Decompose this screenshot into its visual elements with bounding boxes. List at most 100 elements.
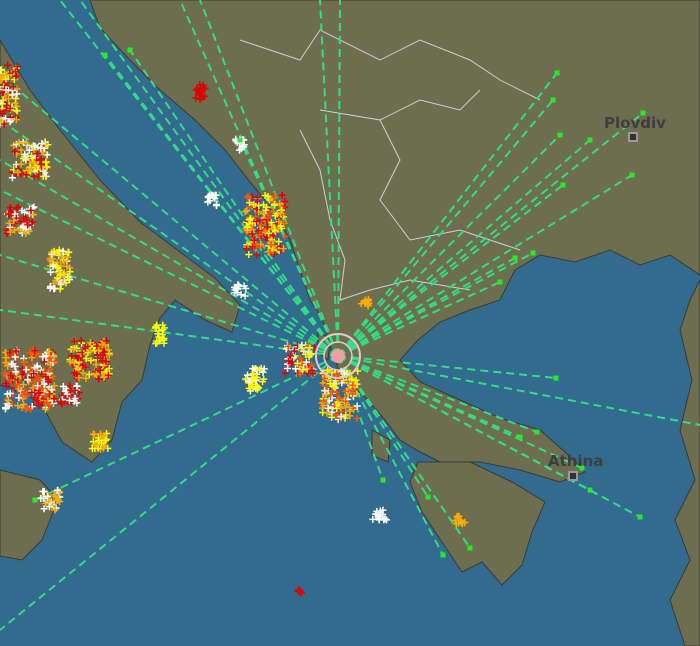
station-square-icon[interactable] (629, 172, 635, 178)
station-square-icon[interactable] (550, 97, 556, 103)
station-square-icon[interactable] (380, 477, 386, 483)
lightning-cross-icon (268, 208, 276, 216)
lightning-cross-icon (87, 339, 95, 347)
lightning-cross-icon (98, 341, 106, 349)
lightning-cross-icon (70, 345, 78, 353)
station-square-icon[interactable] (425, 494, 431, 500)
lightning-cross-icon (95, 375, 103, 383)
lightning-cross-icon (290, 347, 298, 355)
lightning-cross-icon (0, 120, 8, 128)
lightning-cross-icon (12, 116, 20, 124)
station-square-icon[interactable] (127, 47, 133, 53)
lightning-cross-icon (266, 249, 274, 257)
lightning-cross-icon (30, 159, 38, 167)
lightning-cross-icon (205, 192, 213, 200)
lightning-cross-icon (38, 370, 46, 378)
lightning-cross-icon (102, 357, 110, 365)
lightning-cross-icon (160, 339, 168, 347)
lightning-cross-icon (56, 285, 64, 293)
lightning-cross-icon (247, 214, 255, 222)
lightning-cross-icon (24, 376, 32, 384)
station-square-icon[interactable] (497, 279, 503, 285)
lightning-cross-icon (6, 118, 14, 126)
lightning-cross-icon (31, 378, 39, 386)
station-square-icon[interactable] (587, 137, 593, 143)
station-square-icon[interactable] (530, 250, 536, 256)
lightning-cross-icon (16, 217, 24, 225)
lightning-cross-icon (333, 370, 341, 378)
lightning-cross-icon (57, 398, 65, 406)
lightning-cross-icon (68, 352, 76, 360)
lightning-cross-icon (305, 353, 313, 361)
lightning-cross-icon (87, 357, 95, 365)
kefalonia-island (371, 429, 391, 463)
lightning-cross-icon (243, 207, 251, 215)
lightning-cross-icon (254, 193, 262, 201)
station-square-icon[interactable] (637, 514, 643, 520)
station-square-icon[interactable] (554, 70, 560, 76)
lightning-cross-icon (36, 401, 44, 409)
lightning-cross-icon (33, 166, 41, 174)
station-line (337, 355, 557, 379)
station-square-icon[interactable] (579, 465, 585, 471)
lightning-cross-icon (252, 241, 260, 249)
station-square-icon[interactable] (512, 255, 518, 261)
lightning-cross-icon (324, 404, 332, 412)
lightning-cross-icon (14, 168, 22, 176)
lightning-cross-icon (66, 382, 74, 390)
lightning-cross-icon (246, 199, 254, 207)
lightning-cross-icon (13, 90, 21, 98)
lightning-cross-icon (65, 248, 73, 256)
lightning-cross-icon (335, 394, 343, 402)
lightning-cross-icon (0, 80, 3, 83)
lightning-cross-icon (25, 228, 33, 236)
lightning-cross-icon (28, 388, 36, 396)
lightning-cross-icon (293, 359, 301, 367)
city-label-plovdiv: Plovdiv (604, 114, 666, 132)
lightning-cross-icon (27, 373, 35, 381)
station-square-icon[interactable] (517, 434, 523, 440)
lightning-cross-icon (270, 201, 278, 209)
lightning-cross-icon (105, 364, 113, 372)
lightning-cross-icon (245, 220, 253, 228)
station-square-icon[interactable] (440, 552, 446, 558)
lightning-cross-icon (15, 225, 23, 233)
station-square-icon[interactable] (640, 110, 646, 116)
station-square-icon[interactable] (534, 429, 540, 435)
lightning-cross-icon (251, 219, 259, 227)
lightning-cross-icon (296, 587, 304, 595)
station-line (337, 355, 384, 481)
station-square-icon[interactable] (587, 487, 593, 493)
lightning-cross-icon (29, 211, 37, 219)
lightning-cross-icon (250, 236, 258, 244)
lightning-cross-icon (6, 203, 14, 211)
station-line (337, 257, 516, 357)
lightning-cross-icon (1, 115, 9, 123)
lightning-cross-icon (22, 171, 30, 179)
lightning-cross-icon (262, 206, 270, 214)
station-square-icon[interactable] (557, 132, 563, 138)
lightning-cross-icon (252, 213, 260, 221)
lightning-cross-icon (345, 403, 353, 411)
station-square-icon[interactable] (560, 182, 566, 188)
lightning-cross-icon (267, 241, 275, 249)
lightning-cross-icon (341, 387, 349, 395)
lightning-cross-icon (152, 323, 160, 331)
lightning-cross-icon (292, 365, 300, 373)
lightning-cross-icon (33, 362, 41, 370)
station-square-icon[interactable] (467, 545, 473, 551)
station-square-icon[interactable] (32, 497, 38, 503)
lightning-cross-icon (100, 348, 108, 356)
station-square-icon[interactable] (102, 52, 108, 58)
station-square-icon[interactable] (553, 375, 559, 381)
station-square-icon[interactable] (237, 137, 243, 143)
lightning-cross-icon (240, 141, 248, 149)
lightning-cross-icon (7, 372, 15, 380)
lightning-cross-icon (331, 383, 339, 391)
lightning-cross-icon (21, 150, 29, 158)
station-line (337, 0, 341, 357)
station-line (0, 189, 339, 357)
lightning-cross-icon (14, 402, 22, 410)
